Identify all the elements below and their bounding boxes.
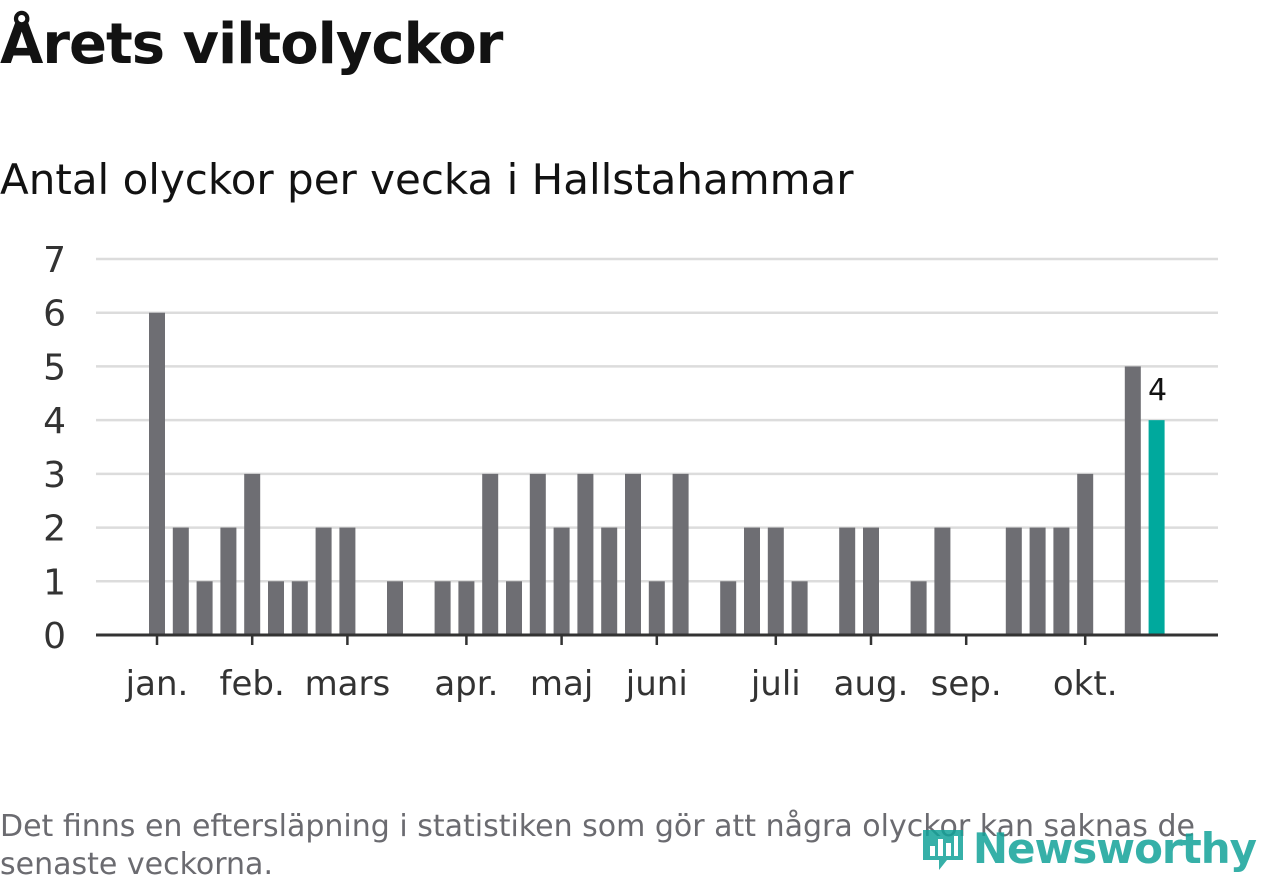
bar <box>672 473 689 635</box>
bar <box>244 473 261 635</box>
x-tick-label: juli <box>750 664 801 704</box>
bar <box>767 527 784 635</box>
y-tick-label: 2 <box>43 509 66 550</box>
y-tick-label: 4 <box>43 401 66 442</box>
x-tick-label: juni <box>625 664 688 704</box>
x-tick-label: jan. <box>125 664 189 704</box>
bar <box>220 527 237 635</box>
bar <box>268 581 284 635</box>
bar <box>506 581 522 635</box>
x-tick-label: okt. <box>1053 664 1118 704</box>
y-tick-label: 3 <box>43 455 66 496</box>
bar <box>553 527 570 635</box>
bar <box>577 473 594 635</box>
newsworthy-icon <box>922 829 963 870</box>
chart-subtitle: Antal olyckor per vecka i Hallstahammar <box>0 155 854 204</box>
y-tick-label: 6 <box>43 294 66 335</box>
bar <box>1005 527 1022 635</box>
bar <box>839 527 856 635</box>
bar <box>482 473 499 635</box>
bar <box>625 473 641 635</box>
y-tick-label: 0 <box>43 616 66 657</box>
highlight-bar <box>1148 420 1165 635</box>
x-tick-label: mars <box>305 664 391 704</box>
bar <box>934 527 951 635</box>
newsworthy-logo: Newsworthy <box>919 824 1257 873</box>
bar <box>910 581 927 635</box>
bar <box>744 527 760 635</box>
y-tick-label: 7 <box>43 240 66 281</box>
chart-title: Årets viltolyckor <box>0 12 503 77</box>
bar <box>315 527 332 635</box>
bar <box>1029 527 1046 635</box>
bar <box>387 581 403 635</box>
y-tick-label: 1 <box>43 562 66 603</box>
data-label: 4 <box>1148 373 1167 408</box>
bar <box>1124 366 1141 635</box>
bar <box>863 527 879 635</box>
bar <box>172 527 189 635</box>
y-tick-label: 5 <box>43 347 66 388</box>
bar <box>458 581 475 635</box>
bar <box>791 581 808 635</box>
brand-name: Newsworthy <box>972 824 1257 873</box>
bar <box>149 312 165 635</box>
bar-chart: 0 1 2 3 4 5 6 7 4 jan. feb. mars apr. maj juni juli aug.… <box>43 240 1218 704</box>
bar <box>196 581 213 635</box>
bar <box>529 473 546 635</box>
x-tick-label: sep. <box>931 664 1002 704</box>
x-tick-label: maj <box>530 664 593 704</box>
x-tick-label: feb. <box>220 664 285 704</box>
x-tick-label: apr. <box>434 664 498 704</box>
bar <box>1077 473 1094 635</box>
x-tick-label: aug. <box>834 664 909 704</box>
bar <box>1053 527 1070 635</box>
footnote: Det finns en eftersläpning i statistiken… <box>0 809 1195 882</box>
bar <box>648 581 665 635</box>
bar <box>601 527 618 635</box>
bar <box>339 527 356 635</box>
bar <box>291 581 308 635</box>
bar <box>720 581 737 635</box>
bar <box>434 581 451 635</box>
